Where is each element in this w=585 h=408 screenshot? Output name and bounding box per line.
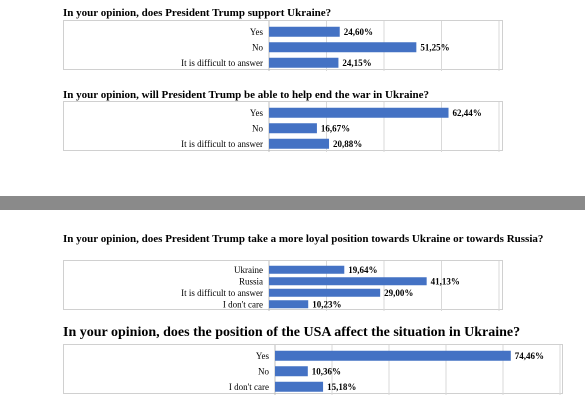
bar [275, 366, 308, 377]
data-label: 10,23% [312, 299, 341, 309]
category-label: I don't care [229, 382, 269, 392]
data-label: 10,36% [312, 366, 341, 376]
bar [269, 138, 330, 149]
bar [269, 277, 427, 286]
data-label: 29,00% [384, 288, 413, 298]
data-label: 51,25% [420, 42, 449, 52]
bar [275, 350, 511, 361]
category-label: No [252, 42, 263, 52]
chart-1-title: In your opinion, does President Trump su… [63, 7, 332, 19]
data-label: 24,60% [344, 27, 373, 37]
bar [269, 26, 340, 37]
category-label: No [258, 366, 269, 376]
data-label: 20,88% [333, 139, 362, 149]
category-label: It is difficult to answer [181, 58, 263, 68]
category-label: Yes [250, 27, 264, 37]
category-label: Yes [250, 108, 264, 118]
chart-4: Yes 74,46% No 10,36% I don't care 15,18% [63, 344, 563, 395]
chart-3: Ukraine 19,64% Russia 41,13% It is difficult… [63, 260, 503, 311]
bar [275, 381, 324, 392]
category-label: It is difficult to answer [181, 139, 263, 149]
chart-2: Yes 62,44% No 16,67% It is difficult to answ… [63, 101, 503, 152]
category-label: I don't care [223, 299, 263, 309]
chart-4-title: In your opinion, does the position of th… [63, 325, 521, 340]
bar [269, 288, 381, 297]
data-label: 74,46% [515, 351, 544, 361]
data-label: 19,64% [348, 265, 377, 275]
chart-2-title: In your opinion, will President Trump be… [63, 89, 430, 101]
category-label: Russia [239, 276, 263, 286]
chart-4-svg: Yes 74,46% No 10,36% I don't care 15,18% [229, 345, 561, 395]
chart-3-title: In your opinion, does President Trump ta… [63, 233, 544, 245]
chart-1-svg: Yes 24,60% No 51,25% It is difficult to answ… [181, 21, 500, 71]
chart-1: Yes 24,60% No 51,25% It is difficult to answ… [63, 20, 503, 71]
bar [269, 42, 417, 53]
category-label: Ukraine [234, 265, 263, 275]
category-label: Yes [256, 351, 270, 361]
bar [269, 123, 317, 134]
bar [269, 300, 309, 309]
bar [269, 265, 345, 274]
bar [269, 107, 449, 118]
bar [269, 57, 339, 68]
section-divider [0, 196, 585, 210]
category-label: It is difficult to answer [181, 288, 263, 298]
data-label: 62,44% [453, 108, 482, 118]
data-label: 15,18% [327, 382, 356, 392]
chart-2-svg: Yes 62,44% No 16,67% It is difficult to answ… [181, 102, 500, 152]
data-label: 16,67% [321, 123, 350, 133]
data-label: 24,15% [342, 58, 371, 68]
chart-3-svg: Ukraine 19,64% Russia 41,13% It is difficult… [181, 261, 500, 311]
data-label: 41,13% [431, 276, 460, 286]
category-label: No [252, 123, 263, 133]
